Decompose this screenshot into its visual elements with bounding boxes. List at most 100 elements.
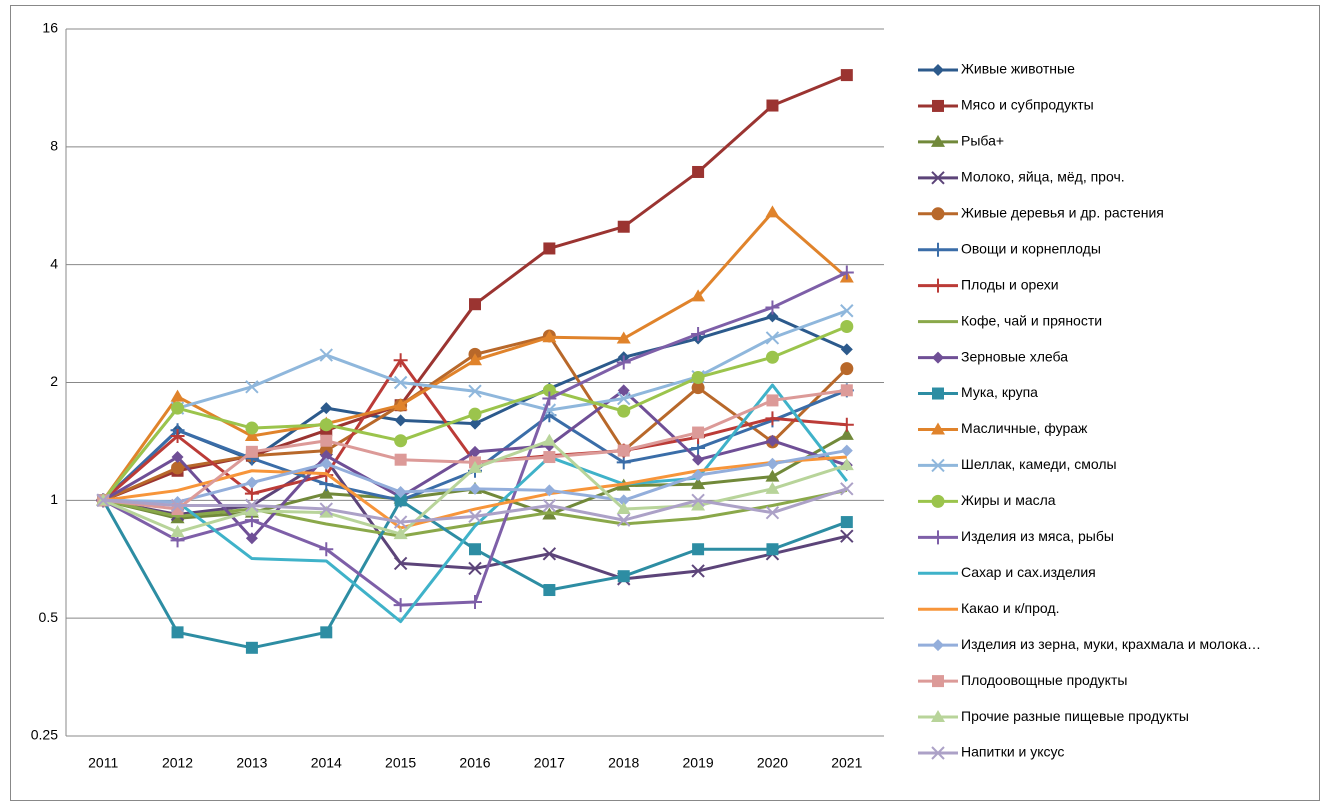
point-marker [393,556,408,571]
legend-marker [931,278,945,293]
point-marker [840,482,854,496]
x-tick-label: 2015 [385,755,416,771]
point-marker [691,477,706,490]
point-marker [839,417,854,432]
point-marker [840,304,854,318]
point-marker [468,460,482,473]
point-marker [170,429,185,443]
legend-label: Живые животные [961,61,1075,77]
point-marker [840,320,854,334]
point-marker [319,542,334,557]
point-marker [244,503,259,516]
legend-label: Мука, крупа [961,384,1038,400]
point-marker [766,99,779,112]
point-marker [468,384,482,398]
legend-marker [932,64,944,76]
legend-label: Шеллак, камеди, смолы [961,456,1117,472]
legend-label: Живые деревья и др. растения [961,204,1164,220]
y-tick-label: 16 [42,20,58,36]
point-marker [245,498,259,513]
point-marker [617,404,631,418]
point-marker [468,509,482,524]
point-marker [244,486,259,501]
point-marker [393,398,408,411]
point-marker [319,505,334,518]
point-marker [542,383,556,397]
point-marker [691,327,706,342]
y-tick-label: 0.25 [31,727,58,743]
point-marker [542,547,557,561]
point-marker [319,502,333,516]
point-marker [319,348,333,362]
point-marker [766,543,779,556]
point-marker [765,205,780,218]
point-marker [393,353,408,368]
x-tick-label: 2019 [683,755,714,771]
point-marker [171,401,185,415]
point-marker [692,165,705,178]
point-marker [394,453,407,466]
point-marker [468,353,482,366]
point-marker [616,455,631,470]
x-tick-label: 2021 [831,755,862,771]
point-marker [171,626,184,639]
point-marker [393,527,408,540]
x-tick-label: 2013 [236,755,267,771]
point-marker [320,626,333,639]
point-marker [766,434,779,447]
legend-marker [931,134,945,147]
point-marker [469,482,481,495]
point-marker [320,449,333,462]
legend-label: Изделия из зерна, муки, крахмала и молок… [961,636,1261,652]
y-tick-label: 8 [50,138,58,154]
point-marker [320,434,333,447]
legend-label: Кофе, чай и пряности [961,312,1102,328]
point-marker [765,300,780,315]
legend-label: Плодоовощные продукты [961,672,1127,688]
point-marker [394,494,407,507]
point-marker [394,414,407,427]
point-marker [766,394,779,407]
point-marker [394,486,407,499]
point-marker [320,457,333,470]
point-marker [468,407,482,421]
legend-marker [932,99,944,112]
legend-label: Мясо и субпродукты [961,97,1094,113]
point-marker [320,402,333,415]
point-marker [245,532,258,545]
legend-marker [931,458,945,473]
legend-marker [932,351,944,364]
legend-label: Рыба+ [961,133,1004,149]
point-marker [840,343,853,356]
point-marker [393,515,408,529]
point-marker [542,433,557,446]
point-marker [839,458,854,471]
point-marker [542,391,557,406]
point-marker [616,502,631,515]
point-marker [765,411,780,426]
legend-marker [931,494,945,508]
y-tick-label: 2 [50,373,58,389]
legend-marker [932,639,944,652]
y-tick-label: 0.5 [39,609,59,625]
point-marker [692,469,705,482]
point-marker [765,505,780,520]
point-marker [617,494,630,507]
point-marker [765,469,780,482]
point-marker [691,381,705,395]
point-marker [692,543,705,556]
point-marker [840,516,853,529]
legend-marker [932,675,944,688]
legend-label: Жиры и масла [961,492,1056,508]
point-marker [393,375,408,390]
point-marker [244,429,259,442]
legend-marker [931,746,945,760]
point-marker [617,391,631,406]
point-marker [616,331,631,344]
chart-frame [10,5,1320,801]
y-tick-label: 4 [50,255,58,271]
x-tick-label: 2014 [311,755,342,771]
legend-label: Прочие разные пищевые продукты [961,708,1189,724]
point-marker [617,220,630,233]
